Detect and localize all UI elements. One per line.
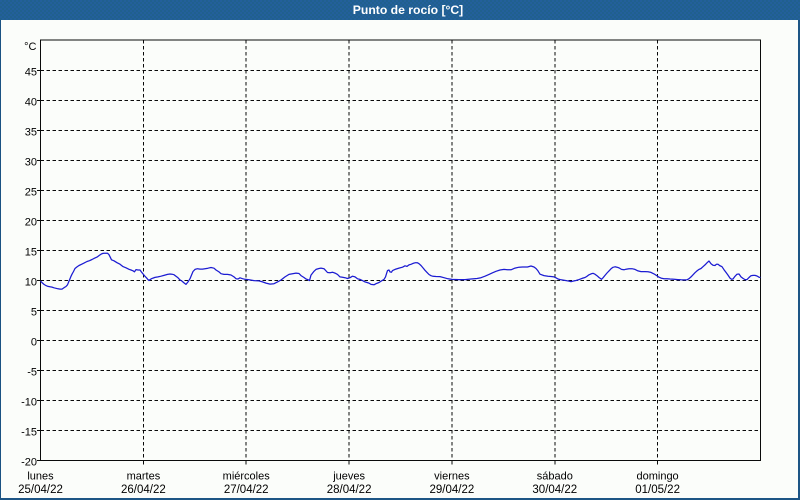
svg-text:10: 10 [25,277,37,289]
svg-text:45: 45 [25,67,37,79]
svg-text:26/04/22: 26/04/22 [121,484,166,496]
svg-text:28/04/22: 28/04/22 [327,484,372,496]
svg-text:-20: -20 [21,457,37,469]
svg-text:5: 5 [31,307,37,319]
svg-text:miércoles: miércoles [223,471,271,483]
svg-text:15: 15 [25,247,37,259]
svg-text:27/04/22: 27/04/22 [224,484,269,496]
svg-text:35: 35 [25,127,37,139]
svg-text:sábado: sábado [537,471,573,483]
svg-text:-15: -15 [21,427,37,439]
svg-text:Punto de rocío [°C]: Punto de rocío [°C] [353,3,464,17]
svg-text:29/04/22: 29/04/22 [430,484,475,496]
svg-text:martes: martes [127,471,161,483]
svg-text:domingo: domingo [636,471,678,483]
svg-text:25/04/22: 25/04/22 [18,484,63,496]
svg-text:viernes: viernes [434,471,470,483]
svg-text:jueves: jueves [332,471,365,483]
svg-text:30/04/22: 30/04/22 [532,484,577,496]
svg-text:40: 40 [25,97,37,109]
svg-text:01/05/22: 01/05/22 [635,484,680,496]
svg-text:25: 25 [25,187,37,199]
svg-text:°C: °C [24,41,36,53]
svg-text:-10: -10 [21,397,37,409]
svg-text:lunes: lunes [27,471,54,483]
svg-text:0: 0 [31,337,37,349]
svg-text:-5: -5 [27,367,37,379]
svg-text:30: 30 [25,157,37,169]
svg-text:20: 20 [25,217,37,229]
